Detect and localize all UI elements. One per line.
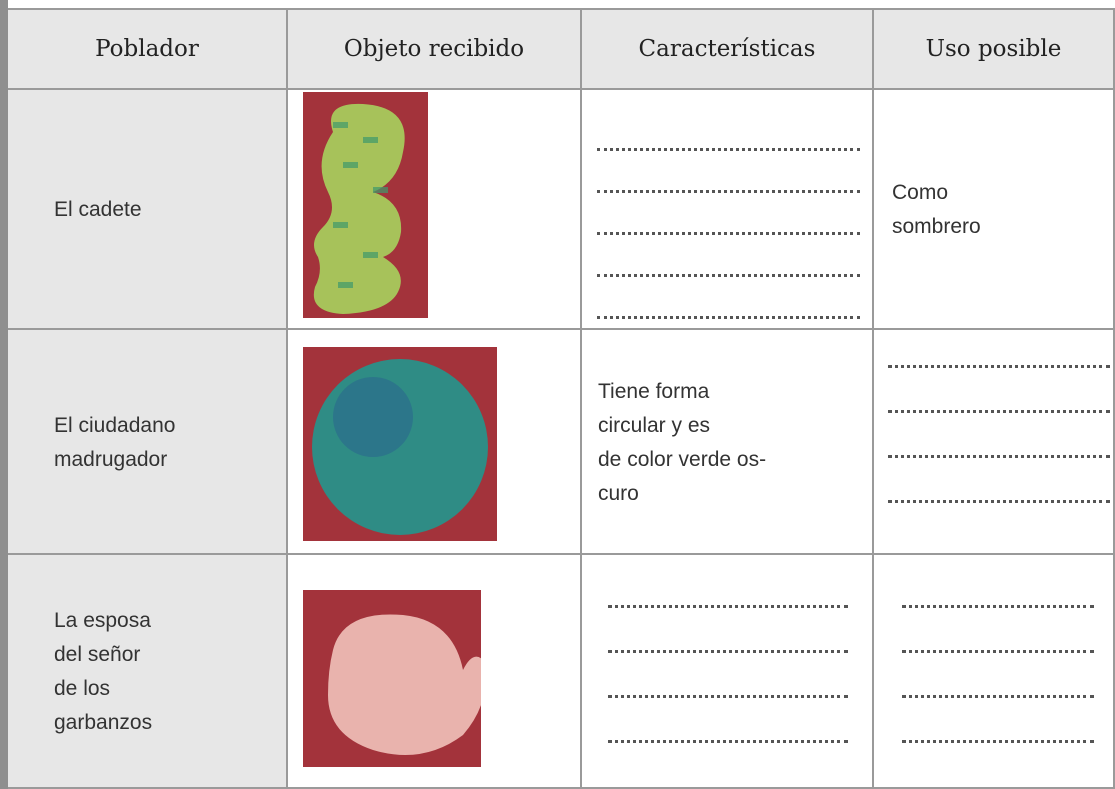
header-cell: Objeto recibido bbox=[288, 10, 582, 90]
caracteristicas-line: curo bbox=[598, 481, 639, 505]
dotted-line bbox=[608, 740, 848, 743]
dotted-line bbox=[597, 274, 860, 277]
table-cell bbox=[288, 90, 582, 330]
object-image bbox=[303, 92, 428, 318]
dotted-line bbox=[597, 148, 860, 151]
poblador-line: madrugador bbox=[54, 447, 168, 471]
caracteristicas-line: Tiene forma bbox=[598, 379, 710, 403]
dotted-line bbox=[902, 695, 1094, 698]
dotted-line bbox=[597, 190, 860, 193]
table-cell bbox=[582, 90, 874, 330]
poblador-line: garbanzos bbox=[54, 711, 153, 734]
top-border bbox=[8, 8, 1115, 10]
dotted-line bbox=[888, 500, 1110, 503]
table-cell bbox=[582, 330, 874, 555]
dotted-line bbox=[888, 455, 1110, 458]
uso-line: sombrero bbox=[892, 215, 981, 238]
caracteristicas-line: de color verde os- bbox=[598, 447, 767, 471]
dotted-line bbox=[597, 316, 860, 319]
dotted-line bbox=[888, 410, 1110, 413]
table-cell bbox=[8, 330, 288, 555]
poblador-line: La esposa bbox=[54, 609, 151, 632]
table-cell bbox=[582, 555, 874, 789]
poblador-line: El cadete bbox=[54, 198, 142, 221]
table-cell bbox=[8, 90, 288, 330]
header-cell: Uso posible bbox=[874, 10, 1115, 90]
poblador-line: El ciudadano bbox=[54, 413, 176, 437]
object-image bbox=[303, 347, 497, 541]
dotted-line bbox=[608, 605, 848, 608]
header-cell: Poblador bbox=[8, 10, 288, 90]
caracteristicas-line: circular y es bbox=[598, 413, 711, 437]
dotted-line bbox=[902, 650, 1094, 653]
table-cell bbox=[288, 330, 582, 555]
dotted-line bbox=[608, 650, 848, 653]
table-cell bbox=[874, 90, 1115, 330]
table-cell bbox=[874, 330, 1115, 555]
dotted-line bbox=[902, 740, 1094, 743]
table-cell bbox=[8, 555, 288, 789]
dotted-line bbox=[597, 232, 860, 235]
table-cell bbox=[874, 555, 1115, 789]
poblador-line: de los bbox=[54, 677, 111, 700]
header-cell: Características bbox=[582, 10, 874, 90]
object-image bbox=[303, 590, 481, 767]
dotted-line bbox=[608, 695, 848, 698]
left-strip bbox=[0, 0, 8, 789]
uso-line: Como bbox=[892, 181, 949, 204]
poblador-line: del señor bbox=[54, 643, 141, 666]
dotted-line bbox=[902, 605, 1094, 608]
dotted-line bbox=[888, 365, 1110, 368]
table-cell bbox=[288, 555, 582, 789]
